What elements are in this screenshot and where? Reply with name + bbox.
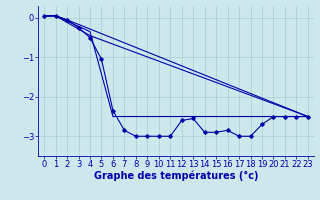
- X-axis label: Graphe des températures (°c): Graphe des températures (°c): [94, 171, 258, 181]
